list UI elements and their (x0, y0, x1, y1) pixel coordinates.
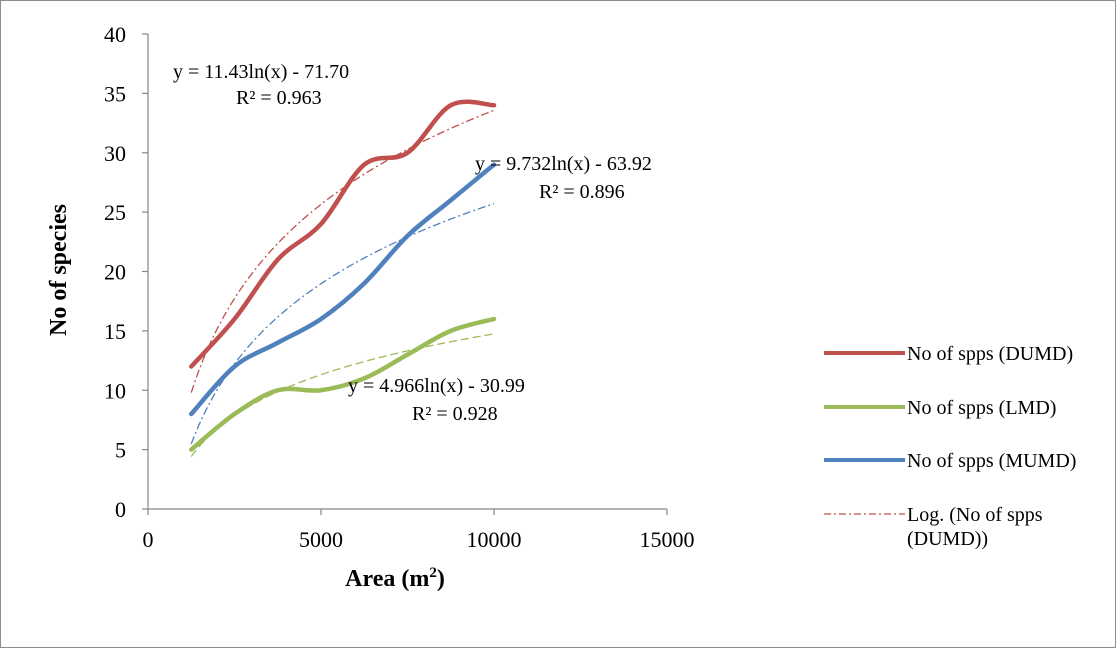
trendline-log-dumd (190, 109, 495, 393)
x-axis-title-superscript: 2 (429, 565, 437, 581)
trendline-log-lmd (190, 333, 495, 457)
y-tick-label: 25 (104, 200, 126, 225)
x-tick-label: 0 (143, 527, 154, 552)
y-tick-label: 5 (115, 438, 126, 463)
eq-label-lmd: y = 4.966ln(x) - 30.99 (348, 375, 525, 397)
r2-label-lmd: R² = 0.928 (412, 403, 498, 425)
series-line-lmd (189, 316, 497, 452)
legend-label-mumd: No of spps (MUMD) (907, 450, 1076, 472)
y-tick-label: 15 (104, 319, 126, 344)
x-axis-title-close: ) (437, 566, 445, 592)
legend-label-dumd: No of spps (DUMD) (907, 343, 1073, 365)
y-tick-label: 35 (104, 81, 126, 106)
x-axis-title-main: Area (m (345, 566, 429, 592)
y-axis-title: No of species (46, 204, 72, 336)
legend: No of spps (DUMD) No of spps (LMD) No of… (824, 343, 1076, 550)
legend-label-log-dumd-line2: (DUMD)) (907, 528, 988, 550)
series-line-mumd (189, 162, 497, 417)
r2-label-mumd: R² = 0.896 (539, 181, 625, 203)
legend-label-lmd: No of spps (LMD) (907, 397, 1056, 419)
x-axis-title: Area (m2) (345, 565, 445, 592)
x-tick-label: 5000 (299, 527, 343, 552)
y-tick-label: 0 (115, 497, 126, 522)
eq-label-mumd: y = 9.732ln(x) - 63.92 (475, 153, 652, 175)
y-tick-label: 30 (104, 141, 126, 166)
series-line-dumd (189, 99, 497, 369)
x-tick-label: 15000 (640, 527, 695, 552)
r2-label-dumd: R² = 0.963 (236, 87, 322, 109)
y-tick-label: 20 (104, 260, 126, 285)
trendline-log-mumd (190, 203, 495, 445)
y-tick-label: 40 (104, 22, 126, 47)
eq-label-dumd: y = 11.43ln(x) - 71.70 (173, 61, 349, 83)
legend-label-log-dumd-line1: Log. (No of spps (907, 504, 1043, 526)
y-tick-label: 10 (104, 378, 126, 403)
x-tick-label: 10000 (467, 527, 522, 552)
